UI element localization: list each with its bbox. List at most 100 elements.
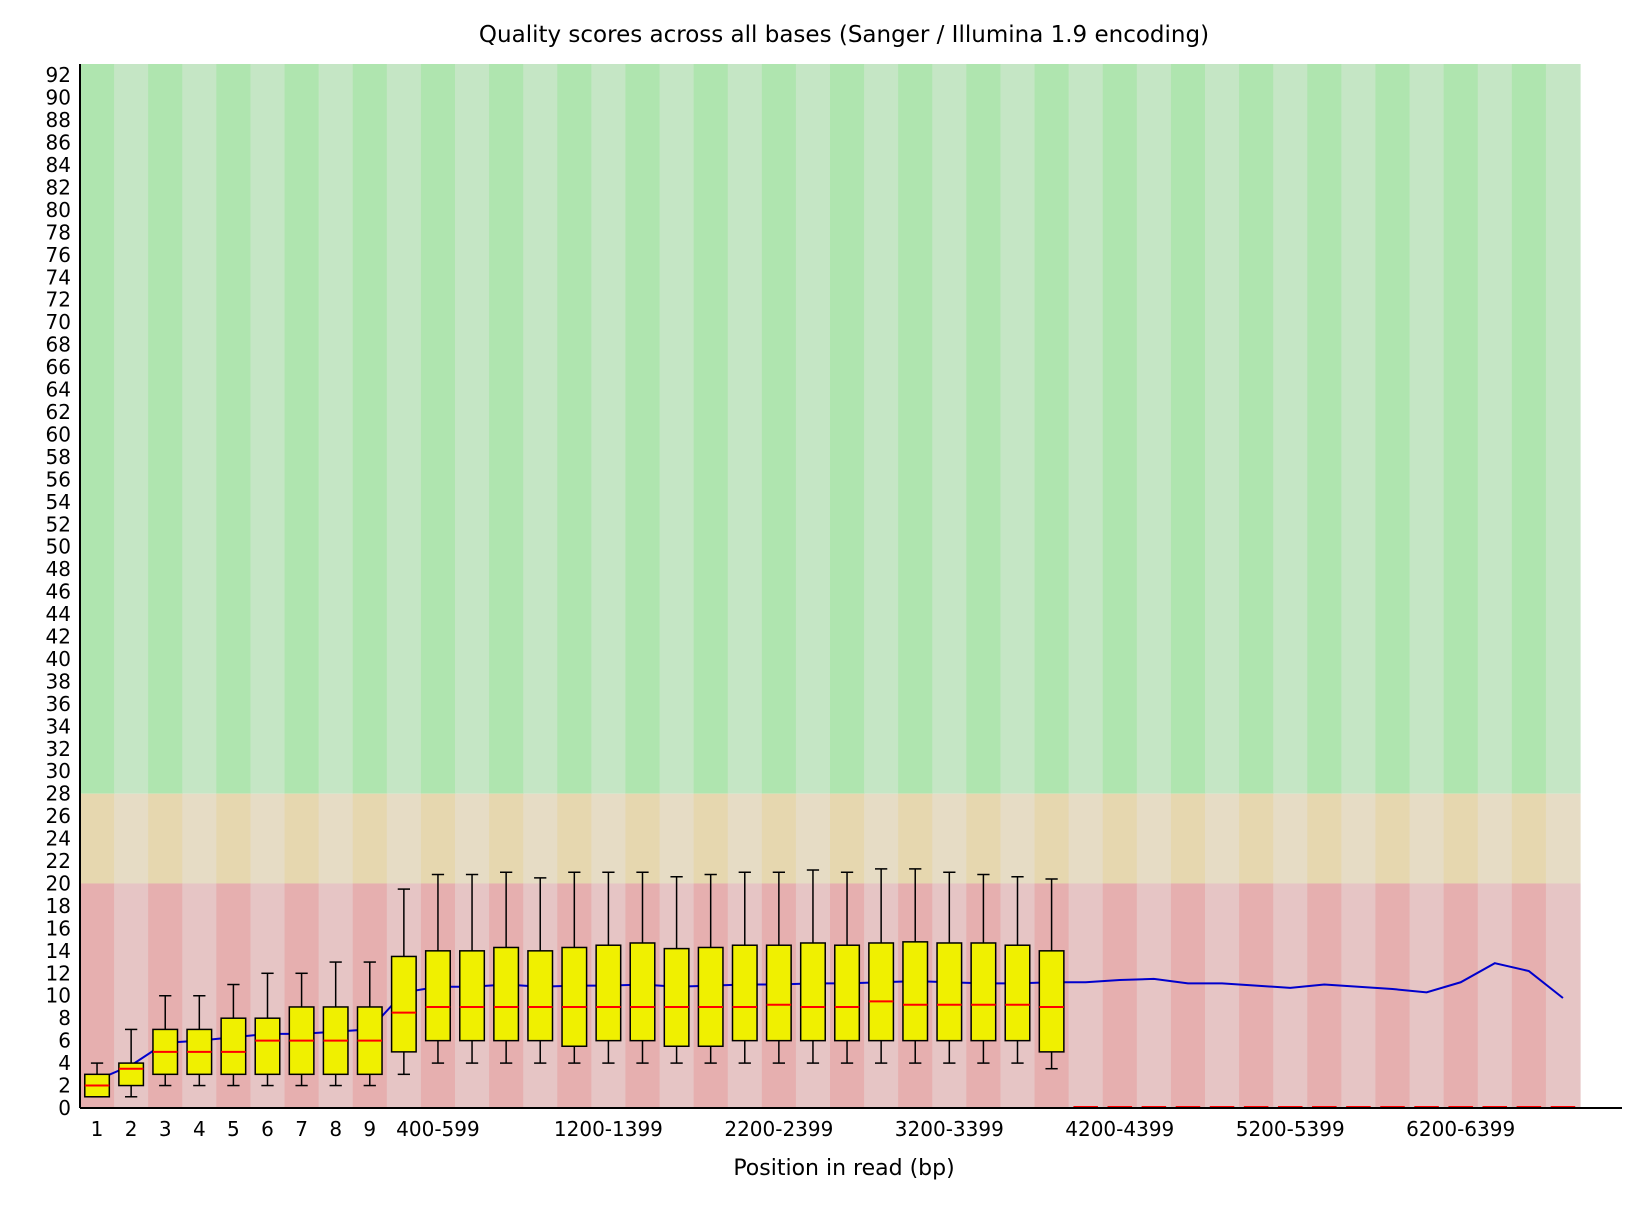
box-plot-bin [834,871,861,1064]
y-tick-label: 54 [46,490,71,514]
zone-reasonable-stripe [1375,793,1411,884]
interquartile-box [629,942,656,1042]
zone-poor-stripe [1136,883,1172,1108]
box-plot-bin [697,873,724,1064]
x-axis-label: Position in read (bp) [733,1156,954,1181]
box-plot-bin [936,871,963,1064]
x-tick-label: 5200-5399 [1236,1117,1345,1141]
zone-poor-stripe [1068,883,1104,1108]
zone-reasonable-stripe [114,793,149,884]
interquartile-box [561,946,588,1048]
zone-poor-stripe [1409,883,1445,1108]
interquartile-box [834,944,861,1042]
y-tick-label: 80 [46,198,71,222]
y-tick-label: 76 [46,243,71,267]
zone-reasonable-stripe [1477,793,1513,884]
y-tick-label: 50 [46,535,71,559]
x-tick-label: 1 [91,1117,104,1141]
box-plot-bin [663,875,690,1064]
y-tick-label: 88 [46,108,71,132]
zone-good-stripe [795,64,831,794]
zone-reasonable-stripe [489,793,524,884]
interquartile-box [595,944,622,1042]
zone-reasonable-stripe [420,793,456,884]
y-tick-label: 86 [46,131,71,155]
y-tick-label: 38 [46,669,71,693]
y-tick-label: 36 [46,692,71,716]
zone-good-stripe [1239,64,1274,794]
zone-reasonable-stripe [1136,793,1172,884]
y-tick-label: 60 [46,422,71,446]
zone-reasonable-stripe [455,793,490,884]
y-tick-label: 62 [46,400,71,424]
y-tick-label: 22 [46,849,71,873]
zone-good-stripe [1034,64,1070,794]
zone-poor-stripe [1341,883,1377,1108]
zone-good-stripe [182,64,217,794]
box-plot-bin [356,961,383,1087]
box-plot-bin [493,871,520,1064]
zone-poor-stripe [1545,883,1581,1108]
zone-reasonable-stripe [216,793,252,884]
zone-reasonable-stripe [625,793,661,884]
zone-reasonable-stripe [386,793,422,884]
zone-good-stripe [1307,64,1342,794]
zone-good-stripe [864,64,899,794]
y-tick-label: 8 [58,1006,71,1030]
zone-poor-stripe [1239,883,1274,1108]
y-tick-label: 40 [46,647,71,671]
y-tick-label: 42 [46,625,71,649]
box-plot-bin [1038,878,1065,1070]
interquartile-box [799,942,826,1042]
interquartile-box [970,942,997,1042]
zone-poor-stripe [1511,883,1547,1108]
y-tick-label: 48 [46,557,71,581]
interquartile-box [459,950,486,1042]
zone-good-stripe [489,64,524,794]
boxes-layer [84,868,1576,1108]
y-tick-label: 6 [58,1029,71,1053]
zone-good-stripe [1102,64,1138,794]
interquartile-box [663,947,690,1048]
y-tick-label: 78 [46,220,71,244]
zone-poor-stripe [1273,883,1308,1108]
y-tick-label: 46 [46,580,71,604]
zone-reasonable-stripe [284,793,320,884]
y-tick-label: 12 [46,961,71,985]
zone-good-stripe [1409,64,1445,794]
zone-good-stripe [830,64,865,794]
zone-good-stripe [523,64,558,794]
y-tick-label: 34 [46,714,71,738]
interquartile-box [868,942,895,1042]
zone-reasonable-stripe [318,793,354,884]
zone-reasonable-stripe [693,793,729,884]
x-tick-label: 4 [193,1117,206,1141]
x-tick-label: 7 [295,1117,308,1141]
zone-reasonable-stripe [1034,793,1070,884]
zone-reasonable-stripe [352,793,388,884]
zone-reasonable-stripe [1307,793,1342,884]
interquartile-box [697,946,724,1048]
zone-poor-stripe [1477,883,1513,1108]
zone-reasonable-stripe [1545,793,1581,884]
y-tick-label: 92 [46,63,71,87]
zone-good-stripe [148,64,183,794]
x-tick-label: 5 [227,1117,240,1141]
interquartile-box [493,946,520,1042]
y-tick-label: 32 [46,737,71,761]
zone-good-stripe [625,64,661,794]
y-tick-label: 56 [46,467,71,491]
zone-poor-stripe [1102,883,1138,1108]
zone-reasonable-stripe [1170,793,1206,884]
y-tick-label: 24 [46,827,71,851]
zone-reasonable-stripe [591,793,627,884]
zone-reasonable-stripe [1068,793,1104,884]
interquartile-box [902,941,929,1042]
zone-poor-stripe [1375,883,1411,1108]
zone-reasonable-stripe [80,793,115,884]
interquartile-box [765,944,792,1042]
y-tick-label: 66 [46,355,71,379]
zone-reasonable-stripe [727,793,763,884]
